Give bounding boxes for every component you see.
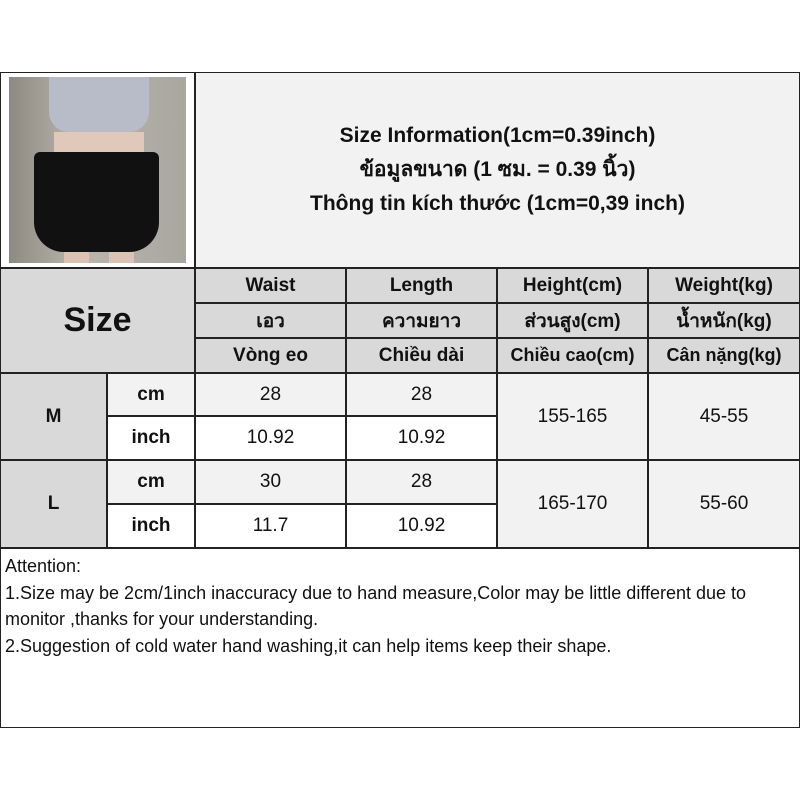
- size-header: Size: [0, 268, 195, 373]
- size-l: L: [0, 460, 107, 548]
- col-length-vi: Chiều dài: [346, 338, 497, 373]
- col-height-en: Height(cm): [497, 268, 648, 303]
- col-weight-th: น้ำหนัก(kg): [648, 303, 800, 338]
- size-info-title: Size Information(1cm=0.39inch) ข้อมูลขนา…: [195, 72, 800, 268]
- title-thai: ข้อมูลขนาด (1 ซม. = 0.39 นิ้ว): [359, 158, 636, 181]
- product-photo: [0, 72, 195, 268]
- m-height: 155-165: [497, 373, 648, 460]
- m-weight: 45-55: [648, 373, 800, 460]
- unit-cm: cm: [107, 460, 195, 504]
- m-length-inch: 10.92: [346, 416, 497, 460]
- l-weight: 55-60: [648, 460, 800, 548]
- size-m: M: [0, 373, 107, 460]
- col-waist-vi: Vòng eo: [195, 338, 346, 373]
- col-height-vi: Chiều cao(cm): [497, 338, 648, 373]
- col-waist-th: เอว: [195, 303, 346, 338]
- col-length-en: Length: [346, 268, 497, 303]
- unit-inch: inch: [107, 416, 195, 460]
- attention-heading: Attention:: [5, 556, 82, 576]
- title-vietnamese: Thông tin kích thước (1cm=0,39 inch): [310, 192, 685, 215]
- attention-note-2: 2.Suggestion of cold water hand washing,…: [5, 635, 612, 656]
- attention-notes: Attention: 1.Size may be 2cm/1inch inacc…: [0, 548, 800, 728]
- l-length-cm: 28: [346, 460, 497, 504]
- l-height: 165-170: [497, 460, 648, 548]
- attention-note-1: 1.Size may be 2cm/1inch inaccuracy due t…: [5, 582, 747, 630]
- m-length-cm: 28: [346, 373, 497, 416]
- m-waist-inch: 10.92: [195, 416, 346, 460]
- m-waist-cm: 28: [195, 373, 346, 416]
- col-length-th: ความยาว: [346, 303, 497, 338]
- l-length-inch: 10.92: [346, 504, 497, 548]
- title-english: Size Information(1cm=0.39inch): [339, 124, 656, 147]
- col-waist-en: Waist: [195, 268, 346, 303]
- l-waist-inch: 11.7: [195, 504, 346, 548]
- col-weight-en: Weight(kg): [648, 268, 800, 303]
- col-weight-vi: Cân nặng(kg): [648, 338, 800, 373]
- unit-inch: inch: [107, 504, 195, 548]
- unit-cm: cm: [107, 373, 195, 416]
- l-waist-cm: 30: [195, 460, 346, 504]
- col-height-th: ส่วนสูง(cm): [497, 303, 648, 338]
